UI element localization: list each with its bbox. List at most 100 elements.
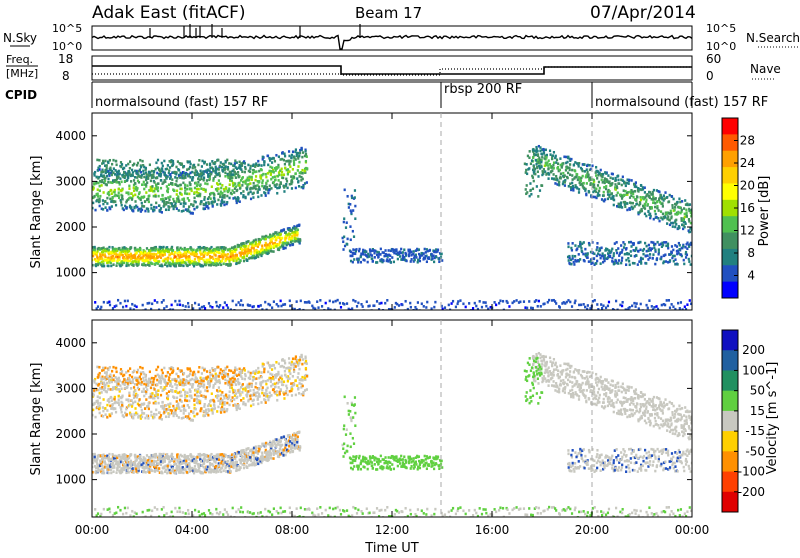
echo-cell bbox=[197, 181, 199, 184]
echo-cell bbox=[616, 252, 618, 255]
echo-cell bbox=[548, 167, 550, 170]
echo-cell bbox=[589, 164, 591, 167]
echo-cell bbox=[431, 257, 433, 260]
echo-cell bbox=[245, 168, 247, 171]
echo-cell bbox=[285, 247, 287, 250]
echo-cell bbox=[411, 258, 413, 261]
echo-cell bbox=[118, 454, 120, 457]
echo-cell bbox=[666, 196, 668, 199]
echo-cell bbox=[371, 254, 373, 257]
echo-cell bbox=[214, 171, 216, 174]
echo-cell bbox=[665, 213, 667, 216]
echo-cell bbox=[123, 469, 125, 472]
echo-cell bbox=[179, 303, 181, 306]
echo-cell bbox=[597, 184, 599, 187]
echo-cell bbox=[255, 238, 257, 241]
echo-cell bbox=[155, 195, 157, 198]
echo-cell bbox=[632, 193, 634, 196]
echo-cell bbox=[150, 204, 152, 207]
echo-cell bbox=[99, 200, 101, 203]
echo-cell bbox=[215, 461, 217, 464]
echo-cell bbox=[176, 177, 178, 180]
echo-cell bbox=[173, 189, 175, 192]
echo-cell bbox=[354, 252, 356, 255]
echo-cell bbox=[104, 462, 106, 465]
echo-cell bbox=[301, 147, 303, 150]
echo-cell bbox=[537, 175, 539, 178]
echo-cell bbox=[672, 207, 674, 210]
echo-cell bbox=[570, 263, 572, 266]
echo-cell bbox=[252, 244, 254, 247]
echo-cell bbox=[534, 173, 536, 176]
echo-cell bbox=[210, 246, 212, 249]
echo-cell bbox=[609, 255, 611, 258]
echo-cell bbox=[573, 177, 575, 180]
echo-cell bbox=[222, 306, 224, 309]
echo-cell bbox=[141, 252, 143, 255]
echo-cell bbox=[162, 165, 164, 168]
echo-cell bbox=[160, 175, 162, 178]
echo-cell bbox=[673, 198, 675, 201]
echo-cell bbox=[269, 184, 271, 187]
echo-cell bbox=[267, 154, 269, 157]
echo-cell bbox=[513, 300, 515, 303]
echo-cell bbox=[220, 204, 222, 207]
echo-cell bbox=[220, 187, 222, 190]
echo-cell bbox=[668, 299, 670, 302]
echo-cell bbox=[127, 464, 129, 467]
echo-cell bbox=[134, 170, 136, 173]
echo-cell bbox=[130, 263, 132, 266]
echo-cell bbox=[195, 460, 197, 463]
echo-cell bbox=[257, 463, 259, 466]
echo-cell bbox=[677, 302, 679, 305]
echo-cell bbox=[241, 184, 243, 187]
echo-cell bbox=[425, 306, 427, 309]
echo-cell bbox=[262, 173, 264, 176]
echo-cell bbox=[610, 310, 612, 313]
echo-cell bbox=[137, 174, 139, 177]
echo-cell bbox=[110, 251, 112, 254]
echo-cell bbox=[240, 168, 242, 171]
echo-cell bbox=[578, 245, 580, 248]
echo-cell bbox=[238, 182, 240, 185]
echo-cell bbox=[350, 251, 352, 254]
echo-cell bbox=[640, 262, 642, 265]
echo-cell bbox=[217, 159, 219, 162]
echo-cell bbox=[555, 155, 557, 158]
echo-cell bbox=[344, 189, 346, 192]
echo-cell bbox=[226, 195, 228, 198]
echo-cell bbox=[148, 195, 150, 198]
echo-cell bbox=[236, 189, 238, 192]
echo-cell bbox=[143, 181, 145, 184]
echo-cell bbox=[167, 465, 169, 468]
echo-cell bbox=[207, 168, 209, 171]
echo-cell bbox=[408, 255, 410, 258]
echo-cell bbox=[367, 261, 369, 264]
echo-cell bbox=[625, 263, 627, 266]
echo-cell bbox=[114, 248, 116, 251]
echo-cell bbox=[428, 256, 430, 259]
echo-cell bbox=[272, 440, 274, 443]
echo-cell bbox=[206, 163, 208, 166]
echo-cell bbox=[207, 459, 209, 462]
echo-cell bbox=[141, 183, 143, 186]
echo-cell bbox=[373, 252, 375, 255]
echo-cell bbox=[272, 457, 274, 460]
colorbar-tick-label: 28 bbox=[740, 134, 755, 148]
echo-cell bbox=[224, 175, 226, 178]
echo-cell bbox=[678, 226, 680, 229]
echo-cell bbox=[263, 164, 265, 167]
echo-cell bbox=[141, 202, 143, 205]
echo-cell bbox=[232, 257, 234, 260]
echo-cell bbox=[436, 250, 438, 253]
echo-cell bbox=[153, 253, 155, 256]
echo-cell bbox=[654, 243, 656, 246]
echo-cell bbox=[134, 200, 136, 203]
echo-cell bbox=[421, 302, 423, 305]
echo-cell bbox=[118, 173, 120, 176]
echo-cell bbox=[298, 185, 300, 188]
echo-cell bbox=[655, 305, 657, 308]
echo-cell bbox=[97, 250, 99, 253]
echo-cell bbox=[285, 237, 287, 240]
echo-cell bbox=[357, 302, 359, 305]
